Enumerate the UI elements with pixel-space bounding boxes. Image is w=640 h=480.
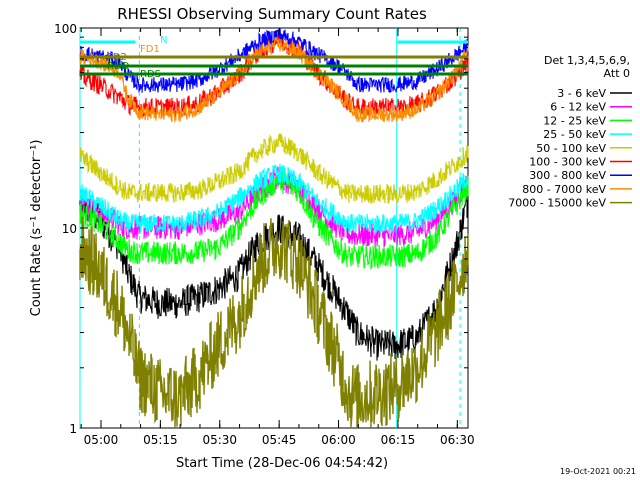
legend-label-7: 800 - 7000 keV <box>522 183 606 196</box>
axis-ticks: 05:00 05:15 05:30 05:45 06:00 06:15 06:30 1 10 10… <box>54 22 475 447</box>
x-tick-label-2: 05:30 <box>202 433 237 447</box>
state-label-4: RDS <box>140 69 161 80</box>
x-tick-label-5: 06:15 <box>381 433 416 447</box>
series-line-8 <box>79 216 469 429</box>
series-line-4 <box>79 133 469 205</box>
legend-label-8: 7000 - 15000 keV <box>508 197 606 210</box>
legend-header-line2: Att 0 <box>604 67 630 80</box>
x-tick-label-3: 05:45 <box>262 433 297 447</box>
legend-header-line1: Det 1,3,4,5,6,9, <box>544 54 630 67</box>
state-label-1: FD1 <box>140 44 160 55</box>
x-tick-label-4: 06:00 <box>321 433 356 447</box>
series-line-6 <box>79 28 469 94</box>
legend-label-6: 300 - 800 keV <box>529 169 606 182</box>
series-line-2 <box>79 170 469 271</box>
chart-title: RHESSI Observing Summary Count Rates <box>117 5 427 23</box>
state-label-2: FD2 <box>107 52 127 63</box>
state-label-0: N <box>160 35 167 46</box>
legend-label-0: 3 - 6 keV <box>557 87 606 100</box>
series-line-0 <box>79 190 469 361</box>
y-tick-label-2: 100 <box>54 22 77 36</box>
x-axis-label: Start Time (28-Dec-06 04:54:42) <box>176 456 388 471</box>
x-tick-label-6: 06:30 <box>440 433 475 447</box>
series-lines <box>79 28 469 429</box>
series-line-7 <box>79 36 469 123</box>
legend-label-5: 100 - 300 keV <box>529 156 606 169</box>
x-tick-label-1: 05:15 <box>143 433 178 447</box>
y-axis-label: Count Rate (s⁻¹ detector⁻¹) <box>29 140 44 317</box>
legend-label-2: 12 - 25 keV <box>543 114 606 127</box>
footer-date: 19-Oct-2021 00:21 <box>560 467 636 476</box>
legend-label-4: 50 - 100 keV <box>536 142 606 155</box>
legend-label-1: 6 - 12 keV <box>550 101 606 114</box>
y-tick-label-0: 1 <box>69 422 77 436</box>
legend-label-3: 25 - 50 keV <box>543 128 606 141</box>
state-label-3: RDD <box>107 61 130 72</box>
y-tick-label-1: 10 <box>62 222 77 236</box>
series-line-3 <box>79 163 469 235</box>
series-line-1 <box>79 166 469 248</box>
x-tick-label-0: 05:00 <box>84 433 119 447</box>
